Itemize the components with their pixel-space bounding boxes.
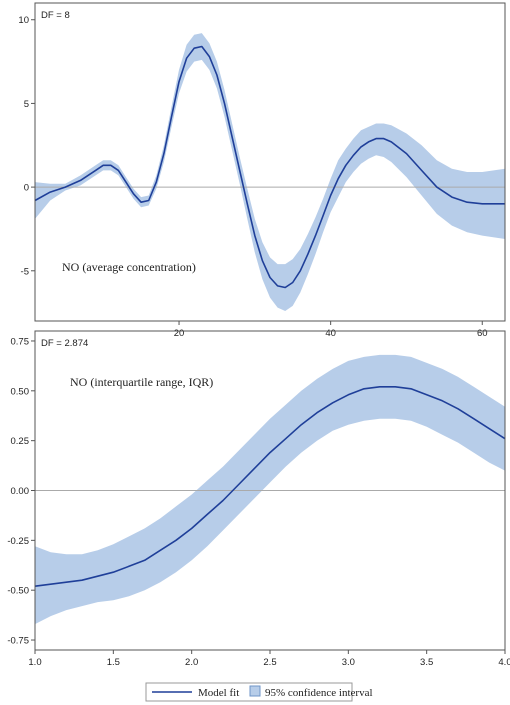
y-tick-label: 0.00 bbox=[11, 486, 30, 497]
y-tick-label: -0.25 bbox=[7, 536, 29, 547]
x-tick-label: 3.5 bbox=[420, 657, 433, 668]
x-tick-label: 1.0 bbox=[28, 657, 41, 668]
y-tick-label: 0.50 bbox=[11, 386, 30, 397]
plot-frame bbox=[34, 2, 506, 322]
y-tick-label: 10 bbox=[18, 15, 29, 26]
x-tick-label: 20 bbox=[174, 328, 185, 339]
y-tick-label: 0.75 bbox=[11, 336, 30, 347]
x-tick-label: 2.5 bbox=[263, 657, 276, 668]
model-fit-line bbox=[34, 45, 505, 289]
y-tick-label: 0.25 bbox=[11, 436, 30, 447]
y-tick-label: -5 bbox=[21, 266, 29, 277]
df-label: DF = 2.874 bbox=[41, 338, 88, 349]
legend-band-label: 95% confidence interval bbox=[265, 687, 373, 699]
x-tick-label: 60 bbox=[477, 328, 488, 339]
chart-annotation: NO (interquartile range, IQR) bbox=[70, 375, 213, 389]
bottom-chart-panel: -0.75 -0.50 -0.25 0.00 0.25 0.50 0.75 1.0 1.5 2.0… bbox=[7, 330, 510, 668]
legend-frame bbox=[145, 682, 353, 702]
y-tick-label: 5 bbox=[24, 99, 29, 110]
x-tick-label: 3.0 bbox=[342, 657, 355, 668]
model-fit-line bbox=[34, 385, 506, 587]
y-tick-label: 0 bbox=[24, 183, 29, 194]
chart-annotation: NO (average concentration) bbox=[62, 260, 196, 274]
x-tick-label: 4.0 bbox=[498, 657, 510, 668]
top-chart-panel: -5 0 5 10 20 40 60 DF = 8 NO (average concentrat… bbox=[18, 2, 506, 339]
legend-band-sample bbox=[249, 685, 261, 697]
x-tick-label: 40 bbox=[325, 328, 336, 339]
x-tick-label: 1.5 bbox=[107, 657, 120, 668]
df-label: DF = 8 bbox=[41, 10, 70, 21]
confidence-band bbox=[35, 354, 505, 625]
legend: Model fit 95% confidence interval bbox=[145, 682, 373, 702]
y-tick-label: -0.50 bbox=[7, 586, 29, 597]
legend-line-label: Model fit bbox=[198, 687, 239, 699]
x-tick-label: 2.0 bbox=[185, 657, 198, 668]
y-tick-label: -0.75 bbox=[7, 636, 29, 647]
confidence-band bbox=[35, 33, 505, 311]
